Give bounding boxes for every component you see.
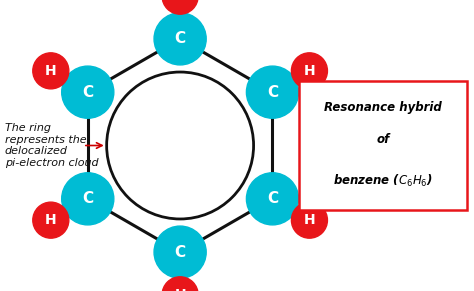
Circle shape: [33, 202, 69, 238]
Text: C: C: [267, 191, 278, 206]
Circle shape: [154, 226, 206, 278]
Circle shape: [292, 53, 328, 89]
Text: H: H: [304, 64, 315, 78]
Text: C: C: [82, 191, 93, 206]
Text: Resonance hybrid: Resonance hybrid: [324, 101, 442, 113]
Text: C: C: [82, 85, 93, 100]
Text: of: of: [376, 133, 389, 146]
Text: H: H: [174, 288, 186, 291]
Text: H: H: [174, 0, 186, 3]
Circle shape: [62, 66, 114, 118]
Circle shape: [62, 173, 114, 225]
Circle shape: [246, 173, 299, 225]
Text: C: C: [267, 85, 278, 100]
Circle shape: [162, 0, 198, 14]
Text: C: C: [174, 31, 186, 46]
Text: H: H: [304, 213, 315, 227]
Text: H: H: [45, 213, 56, 227]
Circle shape: [292, 202, 328, 238]
Circle shape: [162, 277, 198, 291]
Text: benzene ($\mathit{C_6H_6}$): benzene ($\mathit{C_6H_6}$): [333, 173, 433, 189]
Text: The ring
represents the
delocalized
pi-electron cloud: The ring represents the delocalized pi-e…: [5, 123, 99, 168]
Circle shape: [154, 13, 206, 65]
Text: H: H: [45, 64, 56, 78]
FancyBboxPatch shape: [299, 81, 467, 210]
Circle shape: [33, 53, 69, 89]
Text: C: C: [174, 245, 186, 260]
Circle shape: [246, 66, 299, 118]
